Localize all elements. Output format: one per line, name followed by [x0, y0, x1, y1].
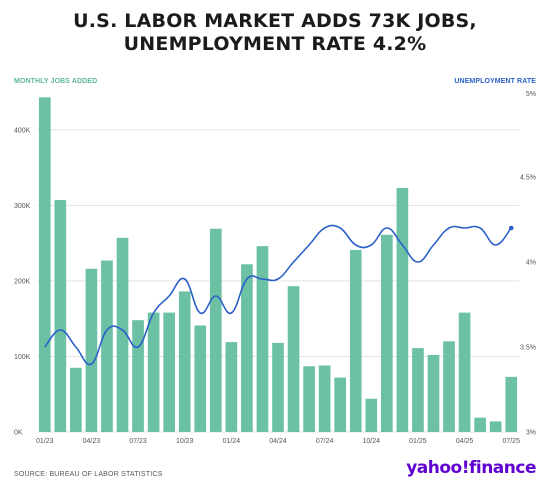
right-tick-label: 4.5%: [520, 175, 536, 182]
left-tick-label: 300K: [14, 203, 31, 210]
jobs-bar: [272, 342, 284, 432]
x-tick-labels: 01/23 04/23 07/23 10/23 01/24 04/24 07/24 10/24…: [36, 438, 520, 445]
jobs-bar: [396, 187, 409, 432]
unemployment-end-point: [508, 225, 514, 231]
jobs-bar: [443, 341, 455, 432]
jobs-bar: [318, 365, 331, 432]
yahoo-finance-logo: yahoo!finance: [406, 458, 536, 478]
jobs-bar: [70, 367, 82, 432]
jobs-bar: [349, 249, 362, 432]
x-tick-label: 07/23: [129, 438, 147, 445]
jobs-bar: [241, 264, 253, 432]
jobs-bar: [287, 286, 300, 432]
jobs-bar: [474, 417, 486, 432]
jobs-bar: [163, 312, 175, 432]
jobs-bar: [178, 291, 191, 432]
jobs-bar: [412, 348, 424, 432]
jobs-bar: [381, 234, 393, 432]
jobs-bar: [427, 354, 440, 432]
jobs-bar: [489, 421, 502, 432]
left-tick-labels: 0K 100K 200K 300K 400K: [14, 127, 31, 436]
jobs-bar: [54, 200, 67, 432]
unemployment-rate-line: [44, 224, 512, 366]
left-axis-title: MONTHLY JOBS ADDED: [14, 78, 98, 85]
x-tick-label: 07/25: [502, 438, 520, 445]
x-tick-label: 07/24: [316, 438, 334, 445]
right-tick-label: 3.5%: [520, 345, 536, 352]
left-tick-label: 0K: [14, 430, 23, 437]
jobs-bar: [116, 237, 129, 432]
right-axis-title: UNEMPLOYMENT RATE: [454, 78, 536, 85]
x-tick-label: 10/23: [176, 438, 194, 445]
jobs-bar: [225, 342, 238, 432]
x-tick-label: 04/24: [269, 438, 287, 445]
left-tick-label: 400K: [14, 127, 31, 134]
left-tick-label: 200K: [14, 278, 31, 285]
jobs-bar: [334, 377, 347, 432]
x-tick-label: 01/25: [409, 438, 427, 445]
right-tick-labels: 3% 3.5% 4% 4.5% 5%: [520, 91, 536, 437]
jobs-bar: [38, 97, 51, 432]
source-note: SOURCE: BUREAU OF LABOR STATISTICS: [14, 471, 163, 478]
left-tick-label: 100K: [14, 354, 31, 361]
jobs-bar: [256, 246, 269, 432]
right-tick-label: 5%: [526, 91, 536, 98]
jobs-bar: [209, 228, 222, 432]
jobs-bar: [85, 268, 98, 432]
jobs-bar: [365, 398, 378, 432]
jobs-bar: [194, 325, 207, 432]
jobs-bar: [132, 320, 144, 432]
unemployment-line-layer: [44, 224, 514, 366]
jobs-bar: [505, 376, 518, 432]
chart-title: U.S. LABOR MARKET ADDS 73K JOBS, UNEMPLO…: [73, 10, 477, 55]
x-tick-label: 04/23: [83, 438, 101, 445]
jobs-bar: [458, 312, 471, 432]
jobs-bar: [147, 312, 160, 432]
right-tick-label: 4%: [526, 260, 536, 267]
jobs-bar: [303, 366, 315, 432]
x-tick-label: 01/24: [223, 438, 241, 445]
x-tick-label: 01/23: [36, 438, 54, 445]
right-tick-label: 3%: [526, 430, 536, 437]
x-tick-label: 10/24: [363, 438, 381, 445]
x-tick-label: 04/25: [456, 438, 474, 445]
bars: [38, 97, 518, 432]
jobs-bar: [101, 260, 113, 432]
